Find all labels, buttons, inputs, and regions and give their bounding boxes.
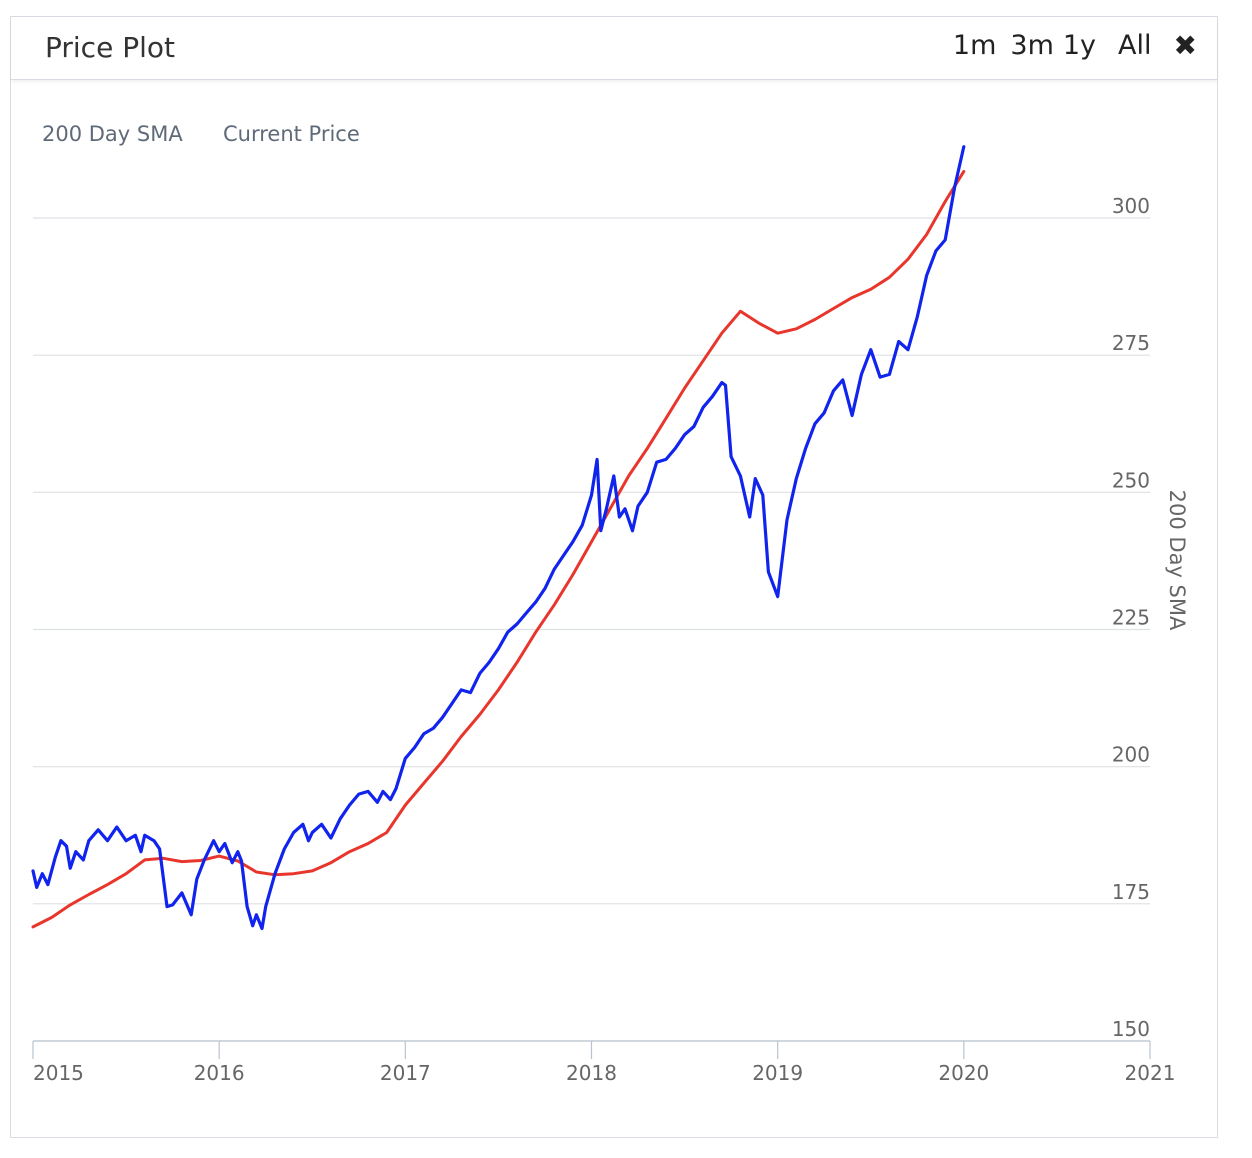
price-plot-panel: Price Plot 1m 3m 1y All ✖ xyxy=(10,16,1218,1138)
y-tick-label: 150 xyxy=(1112,1017,1150,1041)
legend-sma-label[interactable]: 200 Day SMA xyxy=(42,122,183,146)
y-axis-title: 200 Day SMA xyxy=(1165,490,1189,631)
panel-title: Price Plot xyxy=(45,31,175,64)
range-3m-button[interactable]: 3m xyxy=(1010,30,1054,61)
legend-price-label[interactable]: Current Price xyxy=(223,122,360,146)
grid-lines: 150 175 200 225 250 275 300 xyxy=(33,194,1150,1042)
x-tick-label: 2021 xyxy=(1125,1061,1176,1085)
range-1m-button[interactable]: 1m xyxy=(952,30,997,61)
x-tick-label: 2019 xyxy=(752,1061,803,1085)
y-tick-label: 175 xyxy=(1112,880,1150,904)
range-1y-button[interactable]: 1y xyxy=(1062,30,1097,61)
x-tick-label: 2016 xyxy=(194,1061,245,1085)
current-price-line xyxy=(31,145,966,931)
series-lines xyxy=(31,145,966,931)
x-tick-label: 2017 xyxy=(380,1061,431,1085)
sma-200-line xyxy=(31,169,966,929)
range-selector: 1m 3m 1y All ✖ xyxy=(935,29,1197,62)
y-tick-label: 225 xyxy=(1112,606,1150,630)
panel-header: Price Plot 1m 3m 1y All ✖ xyxy=(11,17,1217,80)
x-axis: 2015 2016 2017 2018 2019 2020 2021 xyxy=(32,1040,1176,1085)
y-tick-label: 250 xyxy=(1112,468,1150,492)
range-all-button[interactable]: All xyxy=(1118,30,1152,61)
y-tick-label: 300 xyxy=(1112,194,1150,218)
x-tick-label: 2020 xyxy=(938,1061,989,1085)
close-icon[interactable]: ✖ xyxy=(1173,29,1197,62)
x-tick-label: 2015 xyxy=(33,1061,84,1085)
y-tick-label: 275 xyxy=(1112,331,1150,355)
x-tick-label: 2018 xyxy=(566,1061,617,1085)
y-tick-label: 200 xyxy=(1112,743,1150,767)
